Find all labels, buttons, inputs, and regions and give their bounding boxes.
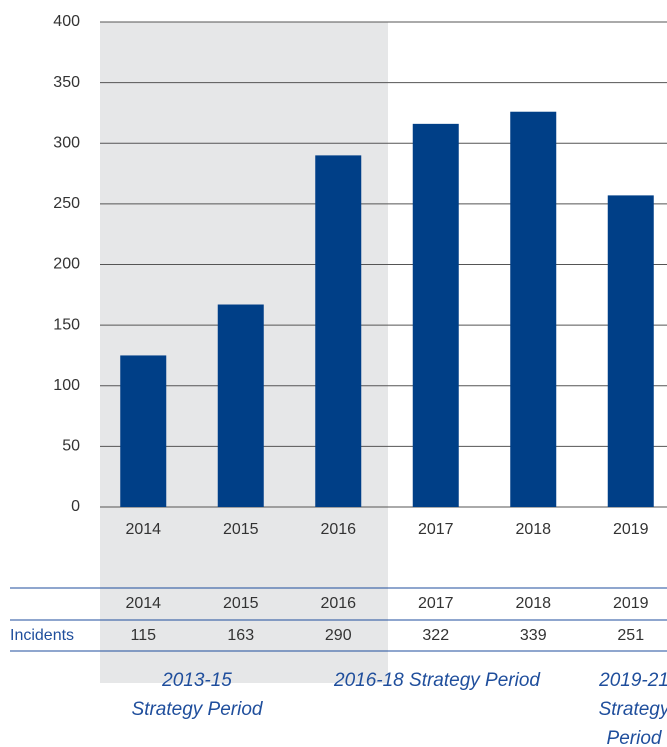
period-caption: Period <box>607 728 663 747</box>
table-row-label: Incidents <box>10 627 74 644</box>
bar <box>315 155 362 507</box>
y-tick-label: 0 <box>71 498 80 515</box>
table-cell: 251 <box>617 627 644 644</box>
y-tick-label: 200 <box>53 256 80 273</box>
period-caption: Strategy <box>599 699 667 720</box>
period-caption: 2016-18 Strategy Period <box>333 670 541 691</box>
table-cell: 290 <box>325 627 352 644</box>
table-header-cell: 2017 <box>418 595 454 612</box>
bar <box>412 123 459 507</box>
x-tick-label: 2015 <box>223 521 259 538</box>
x-tick-label: 2019 <box>613 521 649 538</box>
bar <box>120 355 167 507</box>
table-cell: 339 <box>520 627 547 644</box>
y-tick-label: 350 <box>53 74 80 91</box>
x-tick-label: 2018 <box>515 521 551 538</box>
table-cell: 163 <box>227 627 254 644</box>
bar <box>510 111 557 507</box>
x-tick-label: 2016 <box>320 521 356 538</box>
table-header-cell: 2015 <box>223 595 259 612</box>
period-caption: Strategy Period <box>132 699 264 720</box>
table-header-cell: 2016 <box>320 595 356 612</box>
period-caption: 2013-15 <box>161 670 232 691</box>
y-tick-label: 100 <box>53 377 80 394</box>
table-cell: 115 <box>130 627 156 644</box>
table-header-cell: 2014 <box>125 595 161 612</box>
x-tick-label: 2017 <box>418 521 454 538</box>
y-tick-label: 150 <box>53 316 80 333</box>
bar <box>217 304 264 507</box>
y-tick-label: 400 <box>53 13 80 30</box>
table-header-cell: 2018 <box>515 595 551 612</box>
y-tick-label: 300 <box>53 134 80 151</box>
table-cell: 322 <box>422 627 449 644</box>
bar <box>607 195 654 507</box>
x-tick-label: 2014 <box>125 521 161 538</box>
table-header-cell: 2019 <box>613 595 649 612</box>
y-tick-label: 50 <box>62 438 80 455</box>
y-tick-label: 250 <box>53 195 80 212</box>
period-caption: 2019-21 <box>598 670 667 691</box>
